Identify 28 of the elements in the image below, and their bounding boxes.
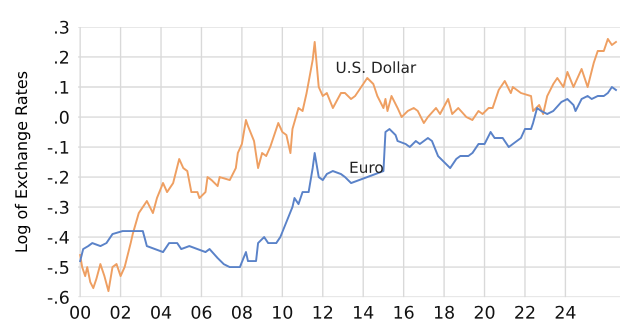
y-tick-label: -.4	[48, 231, 69, 244]
x-tick-label: 20	[474, 306, 494, 319]
x-tick-label: 00	[70, 306, 90, 319]
y-tick-label: -.5	[48, 261, 68, 274]
y-tick-label: .2	[55, 50, 68, 64]
line-series	[79, 38, 617, 292]
x-tick-label: 02	[110, 306, 130, 319]
x-tick-label: 14	[354, 306, 374, 319]
series-label: Euro	[350, 162, 383, 174]
y-tick-label: -.1	[48, 140, 68, 154]
y-tick-label: .0	[55, 110, 69, 124]
x-tick-label: 16	[394, 306, 414, 319]
line-series	[79, 86, 617, 268]
x-tick-label: 22	[515, 306, 534, 319]
x-tick-label: 08	[232, 306, 252, 319]
y-axis-title: Log of Exchange Rates	[14, 72, 30, 252]
series-label: U.S. Dollar	[336, 61, 416, 74]
y-tick-label: .3	[55, 20, 68, 34]
x-tick-label: 06	[192, 306, 212, 319]
x-tick-label: 12	[314, 306, 332, 319]
x-tick-label: 10	[273, 306, 292, 319]
y-tick-label: -.6	[48, 290, 69, 304]
y-tick-label: -.3	[48, 200, 68, 214]
x-tick-label: 24	[556, 306, 576, 319]
x-tick-label: 04	[151, 306, 172, 319]
x-tick-label: 18	[434, 306, 454, 319]
y-tick-label: .1	[55, 80, 68, 94]
y-tick-label: -.2	[48, 170, 68, 184]
